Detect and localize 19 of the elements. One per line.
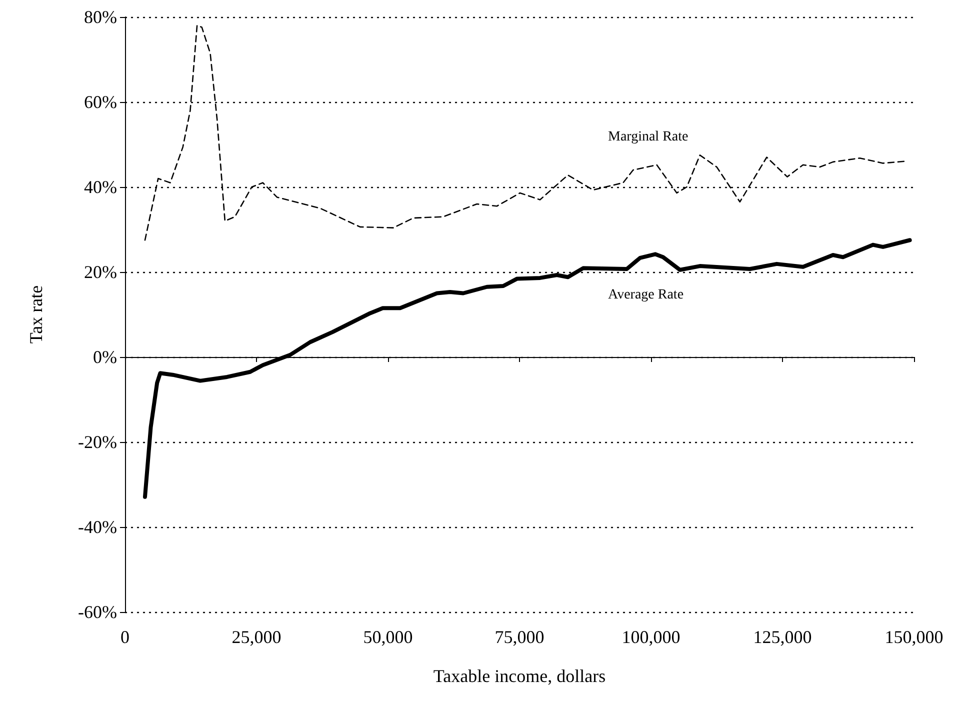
y-tick-label: -20%	[78, 432, 117, 452]
x-tick-label: 0	[120, 627, 130, 647]
y-tick-label: -40%	[78, 517, 117, 537]
x-tick-label: 100,000	[622, 627, 680, 647]
y-tick-label: 20%	[84, 262, 117, 282]
x-axis-title: Taxable income, dollars	[433, 666, 606, 686]
x-tick-label: 50,000	[363, 627, 413, 647]
x-tick-label: 75,000	[494, 627, 544, 647]
y-tick-label: 40%	[84, 177, 117, 197]
y-tick-label: -60%	[78, 602, 117, 622]
x-tick-label: 125,000	[753, 627, 812, 647]
y-axis-title: Tax rate	[26, 285, 46, 344]
series-label: Marginal Rate	[608, 130, 688, 144]
series-label: Average Rate	[608, 288, 684, 302]
y-tick-label: 0%	[93, 347, 117, 367]
y-tick-label: 80%	[84, 7, 117, 27]
x-tick-label: 25,000	[232, 627, 282, 647]
y-tick-label: 60%	[84, 92, 117, 112]
x-tick-label: 150,000	[884, 627, 944, 647]
